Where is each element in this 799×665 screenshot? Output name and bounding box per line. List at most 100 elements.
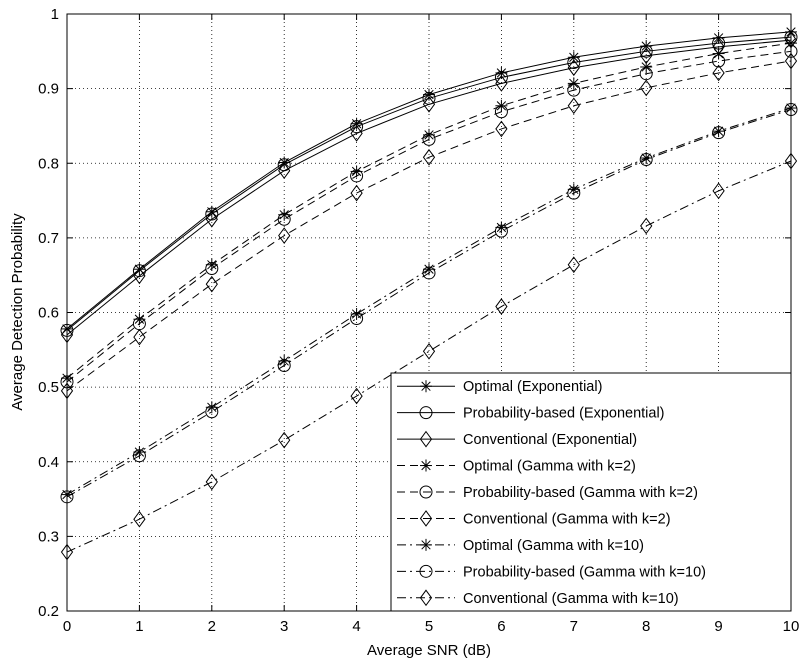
data-point-circle [350, 311, 364, 325]
data-point-diamond [278, 431, 291, 449]
data-point-circle [567, 186, 581, 200]
data-point-circle [422, 266, 436, 280]
data-point-circle [639, 153, 653, 167]
legend-marker-circle [419, 406, 433, 420]
legend-item: Conventional (Gamma with k=2) [397, 510, 671, 527]
series-line [66, 160, 792, 553]
y-tick-label: 0.6 [38, 305, 59, 322]
data-point-diamond [205, 275, 218, 293]
data-point-diamond [350, 125, 363, 142]
legend-label: Conventional (Gamma with k=2) [463, 511, 671, 527]
data-point-star [640, 60, 653, 73]
data-point-circle [494, 224, 508, 238]
x-tick-label: 2 [208, 618, 216, 635]
data-point-star [712, 31, 725, 44]
data-point-diamond [422, 95, 436, 113]
data-point-circle [205, 207, 219, 221]
y-tick-label: 0.5 [38, 379, 59, 396]
series-6 [60, 52, 798, 400]
legend-marker-star [420, 538, 432, 551]
y-tick-label: 0.3 [38, 528, 59, 545]
series-line [66, 36, 792, 331]
data-point-star [712, 47, 725, 60]
data-point-diamond [640, 79, 653, 97]
data-point-diamond [422, 342, 436, 360]
legend-item: Conventional (Exponential) [397, 430, 637, 448]
y-tick-label: 0.9 [38, 81, 59, 98]
legend-box [390, 372, 792, 612]
data-point-circle [712, 126, 726, 140]
x-tick-label: 8 [642, 618, 650, 635]
data-point-diamond [567, 59, 580, 77]
data-point-star [640, 40, 653, 53]
legend-label: Optimal (Exponential) [463, 379, 602, 395]
x-tick-label: 5 [425, 618, 433, 635]
data-point-diamond [278, 227, 291, 244]
x-tick-label: 4 [352, 618, 360, 635]
data-point-diamond [205, 210, 218, 228]
data-point-star [712, 125, 725, 138]
data-point-diamond [350, 184, 363, 202]
series-8 [60, 103, 798, 504]
legend: Optimal (Exponential) Probability-based (… [390, 372, 792, 612]
y-axis-label: Average Detection Probability [9, 213, 26, 411]
data-point-circle [712, 54, 726, 68]
legend-label: Optimal (Gamma with k=2) [463, 459, 636, 475]
series-line [66, 60, 792, 392]
series-line [66, 109, 792, 498]
x-tick-label: 7 [570, 618, 578, 635]
series-line [66, 42, 792, 379]
legend-item: Conventional (Gamma with k=10) [397, 589, 679, 607]
data-point-star [423, 263, 435, 276]
data-point-diamond [712, 64, 725, 82]
data-point-circle [567, 83, 581, 97]
data-point-diamond [495, 75, 508, 92]
legend-label: Probability-based (Gamma with k=2) [463, 485, 698, 501]
data-point-circle [205, 261, 219, 275]
x-tick-label: 6 [497, 618, 505, 635]
data-point-circle [350, 169, 364, 183]
legend-label: Conventional (Gamma with k=10) [463, 591, 679, 607]
data-point-circle [567, 56, 581, 70]
data-point-circle [205, 405, 219, 419]
legend-item: Optimal (Gamma with k=10) [397, 538, 644, 554]
y-tick-label: 0.2 [38, 603, 59, 620]
data-point-diamond [640, 217, 653, 235]
legend-marker-star [420, 459, 432, 472]
data-point-circle [350, 120, 364, 134]
legend-marker-diamond [419, 510, 433, 527]
data-point-star [567, 77, 580, 90]
data-point-circle [639, 44, 653, 58]
data-point-diamond [567, 256, 580, 274]
data-point-circle [132, 449, 146, 463]
data-point-diamond [278, 162, 291, 180]
series-3 [60, 31, 798, 344]
data-point-diamond [133, 328, 146, 346]
legend-marker-star [420, 380, 432, 393]
data-point-circle [494, 105, 508, 119]
data-point-star [495, 221, 508, 234]
data-point-diamond [567, 97, 580, 115]
data-point-diamond [133, 267, 146, 285]
y-tick-label: 1 [51, 6, 59, 23]
legend-marker-circle [419, 485, 433, 499]
data-point-star [350, 117, 363, 130]
legend-item: Probability-based (Gamma with k=2) [397, 485, 698, 501]
legend-marker-diamond [419, 430, 433, 448]
legend-label: Probability-based (Gamma with k=10) [463, 564, 706, 580]
data-point-diamond [712, 182, 725, 200]
data-point-diamond [205, 473, 218, 491]
data-point-diamond [422, 148, 436, 166]
legend-item: Optimal (Gamma with k=2) [397, 459, 636, 475]
x-tick-label: 3 [280, 618, 288, 635]
data-point-star [567, 51, 580, 64]
legend-item: Optimal (Exponential) [397, 379, 602, 395]
data-point-diamond [495, 298, 508, 315]
x-tick-label: 1 [135, 618, 143, 635]
x-tick-label: 0 [63, 618, 71, 635]
legend-item: Probability-based (Exponential) [397, 406, 665, 422]
y-tick-label: 0.8 [38, 155, 59, 172]
data-point-diamond [133, 510, 146, 528]
y-tick-label: 0.4 [38, 454, 59, 471]
